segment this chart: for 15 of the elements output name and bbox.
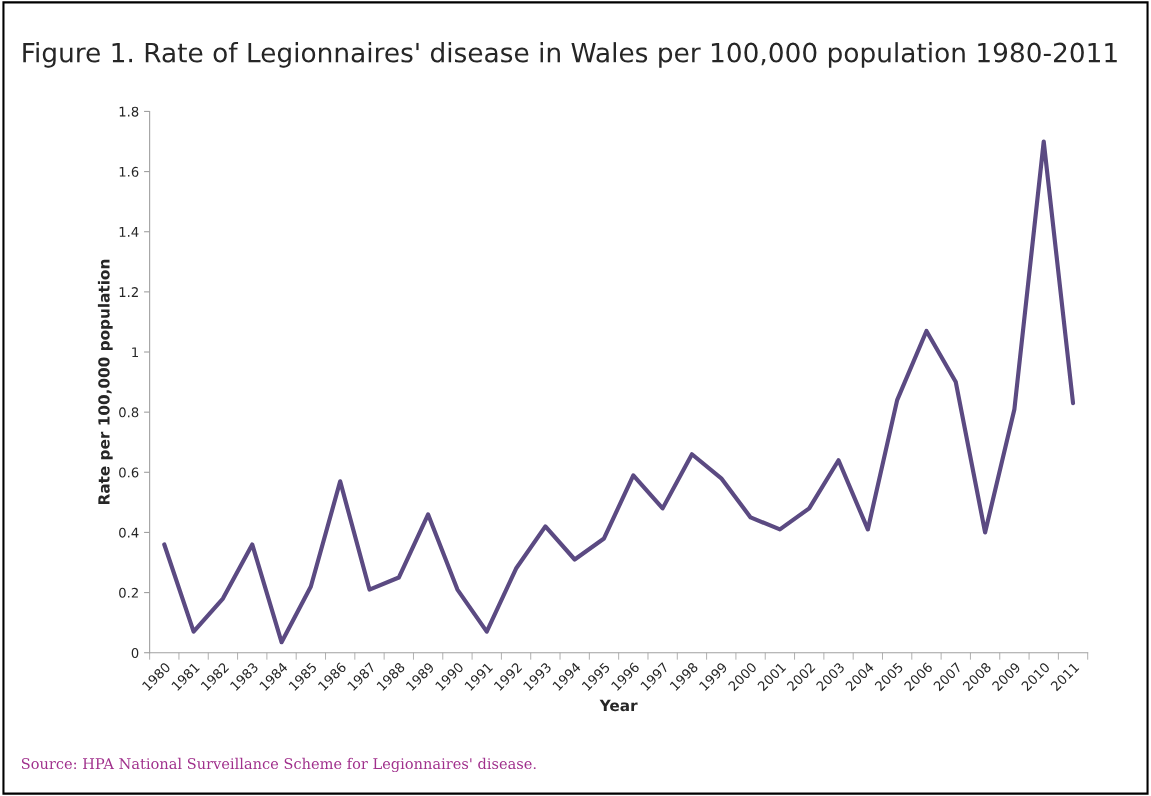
y-tick-label: 0.8: [119, 407, 139, 418]
y-tick-label: 0.6: [119, 467, 139, 478]
chart-title: Figure 1. Rate of Legionnaires' disease in Wales per 100,000 population 1980-2011: [23, 42, 1117, 68]
y-tick-label: 0.2: [119, 587, 138, 598]
y-tick-label: 0: [131, 647, 139, 658]
y-tick-label: 1.8: [119, 106, 139, 117]
y-tick-label: 1.2: [119, 287, 138, 297]
source-note: Source: HPA National Surveillance Scheme for Legionnaires' disease.: [21, 757, 536, 773]
y-tick-label: 1.6: [119, 166, 139, 177]
y-tick-label: 1.4: [119, 227, 139, 237]
line-series: [162, 139, 1076, 645]
y-axis-title: Rate per 100,000 population: [97, 259, 113, 505]
y-tick-label: 0.4: [119, 527, 139, 538]
x-axis-title: Year: [599, 699, 638, 712]
y-tick-label: 1: [132, 347, 138, 358]
